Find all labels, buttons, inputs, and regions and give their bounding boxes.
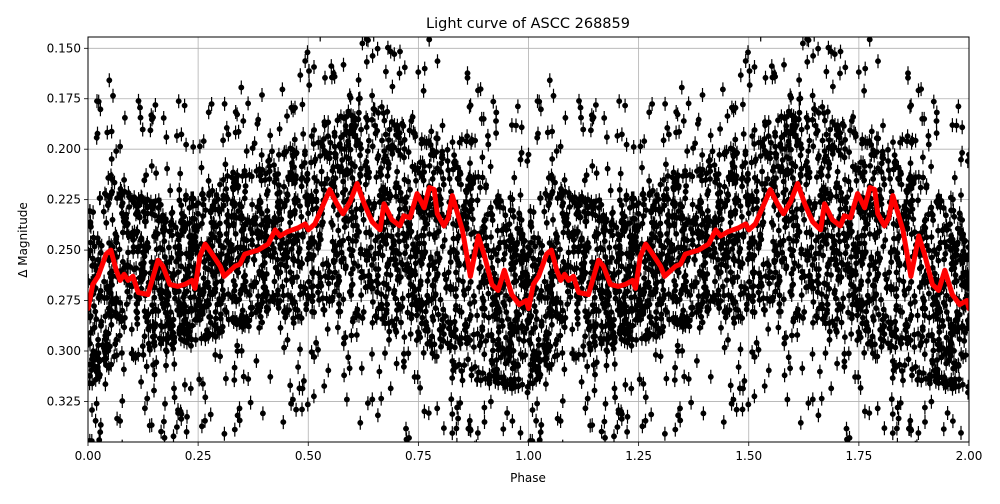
x-tick-label: 0.00 — [75, 449, 102, 463]
y-axis-label: Δ Magnitude — [16, 202, 30, 278]
x-tick-label: 1.00 — [515, 449, 542, 463]
y-tick-label: 0.200 — [47, 142, 81, 156]
x-axis-label: Phase — [510, 471, 546, 485]
x-tick-label: 2.00 — [956, 449, 983, 463]
y-tick-label: 0.150 — [47, 41, 81, 55]
y-tick-label: 0.225 — [47, 193, 81, 207]
binned-mean-curve — [88, 181, 969, 312]
x-tick-label: 0.25 — [185, 449, 212, 463]
x-tick-label: 0.50 — [295, 449, 322, 463]
y-tick-label: 0.275 — [47, 294, 81, 308]
x-tick-label: 1.25 — [625, 449, 652, 463]
y-tick-label: 0.300 — [47, 344, 81, 358]
x-tick-label: 1.50 — [735, 449, 762, 463]
x-tick-label: 1.75 — [846, 449, 873, 463]
y-axis-ticks: 0.150 0.175 0.200 0.225 0.250 0.275 0.300 0.325 — [47, 41, 88, 408]
chart-title: Light curve of ASCC 268859 — [426, 16, 630, 32]
y-tick-label: 0.175 — [47, 92, 81, 106]
x-axis-ticks: 0.00 0.25 0.50 0.75 1.00 1.25 1.50 1.75 2.00 — [75, 442, 983, 463]
y-tick-label: 0.250 — [47, 243, 81, 257]
y-tick-label: 0.325 — [47, 394, 81, 408]
x-tick-label: 0.75 — [405, 449, 432, 463]
